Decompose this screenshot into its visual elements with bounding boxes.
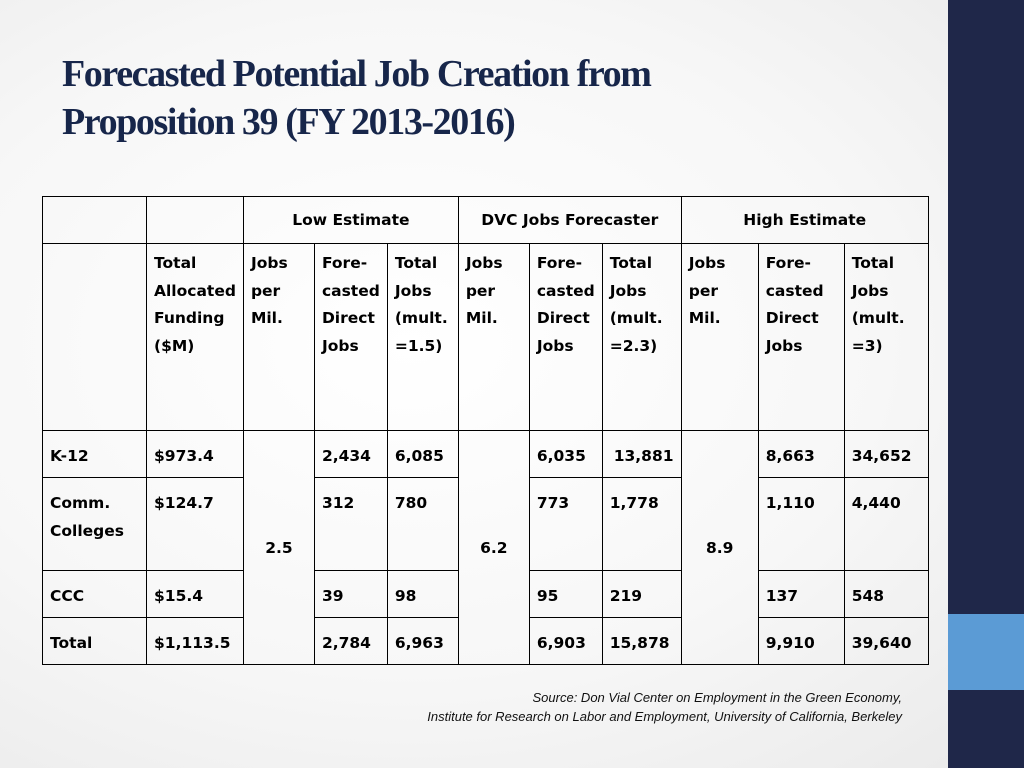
empty-header-cell — [42, 196, 147, 244]
cell-high-total: 34,652 — [843, 430, 929, 478]
cell-high-jobs-per-mil: 8.9 — [680, 430, 759, 665]
header-high-direct-jobs: Fore-casted Direct Jobs — [757, 243, 845, 431]
cell-dvc-direct: 6,035 — [528, 430, 603, 478]
header-total-allocated-funding: Total Allocated Funding ($M) — [146, 243, 244, 431]
group-header-high: High Estimate — [680, 196, 929, 244]
header-dvc-total-jobs: Total Jobs (mult. =2.3) — [601, 243, 682, 431]
row-label: Comm. Colleges — [42, 477, 147, 571]
header-dvc-direct-jobs: Fore-casted Direct Jobs — [528, 243, 603, 431]
group-header-low: Low Estimate — [242, 196, 459, 244]
cell-dvc-total: 13,881 — [601, 430, 682, 478]
source-line-2: Institute for Research on Labor and Empl… — [427, 709, 902, 724]
cell-low-direct: 2,784 — [313, 617, 388, 665]
empty-header-cell — [146, 196, 244, 244]
cell-low-jobs-per-mil: 2.5 — [242, 430, 315, 665]
empty-header-cell — [42, 243, 147, 431]
cell-high-total: 548 — [843, 570, 929, 618]
group-header-row: Low Estimate DVC Jobs Forecaster High Es… — [42, 196, 929, 244]
cell-low-total: 6,963 — [386, 617, 459, 665]
cell-low-direct: 312 — [313, 477, 388, 571]
header-high-total-jobs: Total Jobs (mult. =3) — [843, 243, 929, 431]
header-low-direct-jobs: Fore-casted Direct Jobs — [313, 243, 388, 431]
cell-high-direct: 8,663 — [757, 430, 845, 478]
table-row: K-12 $973.4 2.5 2,434 6,085 6.2 6,035 13… — [42, 430, 929, 665]
sidebar-accent-block — [948, 614, 1024, 690]
header-dvc-jobs-per-mil: Jobs per Mil. — [457, 243, 530, 431]
cell-dvc-total: 1,778 — [601, 477, 682, 571]
job-creation-table: Low Estimate DVC Jobs Forecaster High Es… — [42, 196, 929, 665]
cell-low-total: 780 — [386, 477, 459, 571]
cell-high-total: 39,640 — [843, 617, 929, 665]
cell-dvc-direct: 95 — [528, 570, 603, 618]
cell-dvc-total: 219 — [601, 570, 682, 618]
group-header-dvc: DVC Jobs Forecaster — [457, 196, 682, 244]
cell-high-total: 4,440 — [843, 477, 929, 571]
cell-dvc-jobs-per-mil: 6.2 — [457, 430, 530, 665]
cell-low-total: 98 — [386, 570, 459, 618]
header-high-jobs-per-mil: Jobs per Mil. — [680, 243, 759, 431]
slide-title: Forecasted Potential Job Creation from P… — [62, 50, 652, 146]
cell-high-direct: 1,110 — [757, 477, 845, 571]
cell-low-total: 6,085 — [386, 430, 459, 478]
cell-high-direct: 137 — [757, 570, 845, 618]
column-header-row: Total Allocated Funding ($M) Jobs per Mil. Fo… — [42, 243, 929, 431]
slide-title-line-1: Forecasted Potential Job Creation from — [62, 53, 652, 95]
cell-high-direct: 9,910 — [757, 617, 845, 665]
header-low-jobs-per-mil: Jobs per Mil. — [242, 243, 315, 431]
row-label: Total — [42, 617, 147, 665]
source-line-1: Source: Don Vial Center on Employment in… — [532, 690, 902, 705]
cell-low-direct: 2,434 — [313, 430, 388, 478]
cell-low-direct: 39 — [313, 570, 388, 618]
row-label: CCC — [42, 570, 147, 618]
source-citation: Source: Don Vial Center on Employment in… — [427, 688, 902, 726]
cell-funding: $15.4 — [146, 570, 244, 618]
cell-funding: $973.4 — [146, 430, 244, 478]
cell-funding: $124.7 — [146, 477, 244, 571]
cell-dvc-direct: 773 — [528, 477, 603, 571]
row-label: K-12 — [42, 430, 147, 478]
cell-dvc-direct: 6,903 — [528, 617, 603, 665]
slide-title-line-2: Proposition 39 (FY 2013-2016) — [62, 101, 516, 143]
table-row-total: Total $1,113.5 2,784 6,963 6,903 15,878 … — [42, 617, 929, 665]
table-row: Comm. Colleges $124.7 312 780 773 1,778 1… — [42, 477, 929, 571]
header-low-total-jobs: Total Jobs (mult. =1.5) — [386, 243, 459, 431]
cell-funding: $1,113.5 — [146, 617, 244, 665]
cell-dvc-total: 15,878 — [601, 617, 682, 665]
